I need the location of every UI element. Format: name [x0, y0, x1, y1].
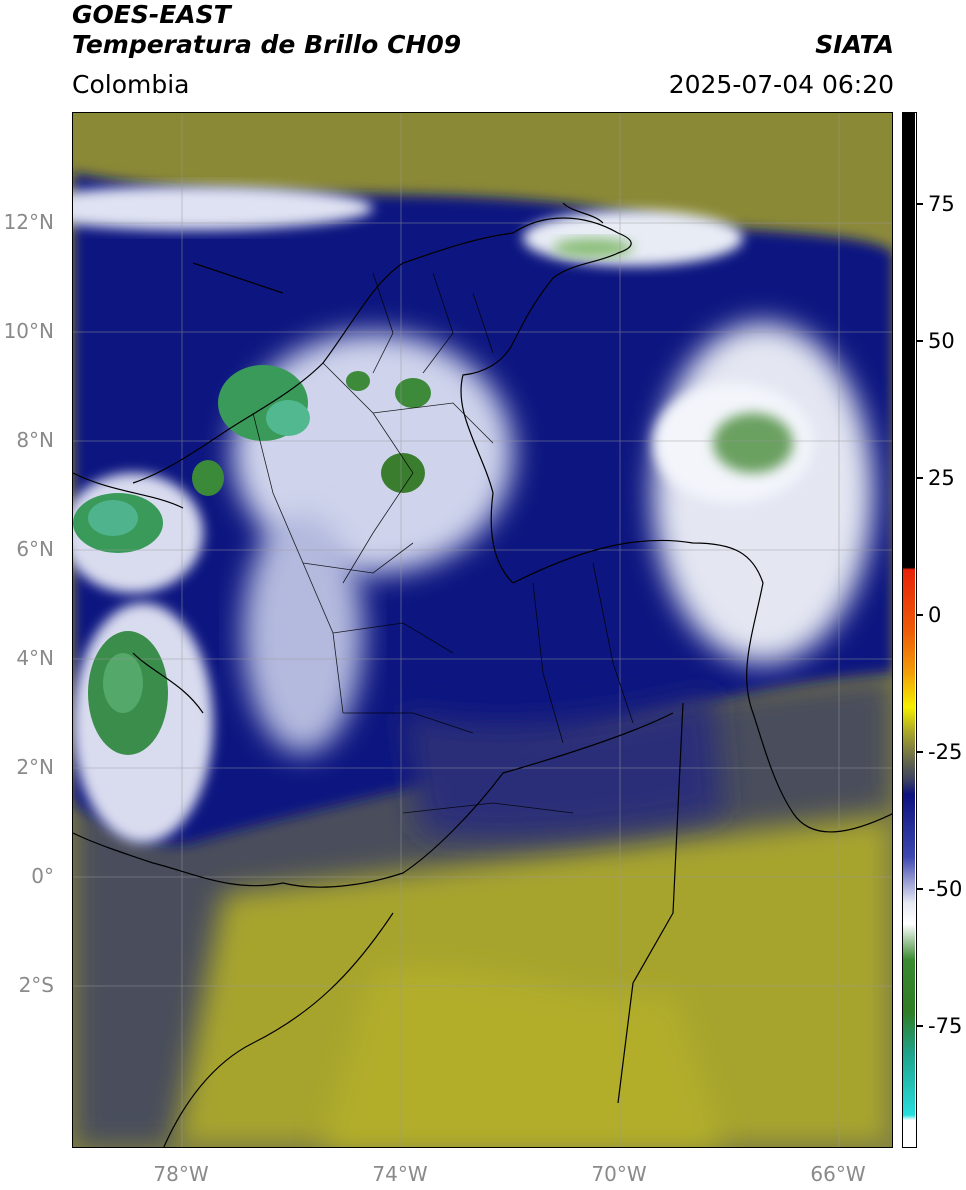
- region-label: Colombia: [72, 70, 190, 99]
- convective-core-9: [553, 238, 633, 258]
- lon-label-74w: 74°W: [372, 1162, 428, 1186]
- lat-label-2n: 2°N: [16, 755, 54, 779]
- lat-label-2s: 2°S: [18, 973, 54, 997]
- lat-label-6n: 6°N: [16, 537, 54, 561]
- lon-label-78w: 78°W: [153, 1162, 209, 1186]
- convective-core-4: [381, 453, 425, 493]
- colombia-ecuador-border: [73, 832, 284, 887]
- departments: [252, 272, 634, 814]
- cbar-label-neg25: -25: [928, 740, 963, 764]
- map-canvas: [73, 113, 892, 1147]
- convective-core-8: [713, 413, 793, 473]
- convective-core-6-inner: [88, 500, 138, 536]
- cbar-tick-neg50: [917, 888, 923, 890]
- lat-label-0: 0°: [31, 864, 54, 888]
- title-block: GOES-EAST Temperatura de Brillo CH09: [72, 0, 461, 60]
- south-yellow-region: [323, 968, 723, 1147]
- convective-core-3: [346, 371, 370, 391]
- coast-caribbean: [512, 217, 632, 344]
- cbar-label-50: 50: [928, 329, 955, 353]
- datetime-label: 2025-07-04 06:20: [668, 70, 894, 99]
- colorbar: [902, 112, 917, 1148]
- brazil-peru-border: [617, 702, 684, 1104]
- cbar-tick-0: [917, 614, 923, 616]
- lat-label-8n: 8°N: [16, 428, 54, 452]
- satellite-title: GOES-EAST: [72, 0, 231, 29]
- convective-core-5: [192, 460, 224, 496]
- cbar-tick-neg25: [917, 751, 923, 753]
- lat-label-12n: 12°N: [3, 210, 54, 234]
- navy-transition: [403, 693, 723, 837]
- satellite-map: [72, 112, 893, 1148]
- andes-cloud: [243, 513, 363, 753]
- colombia-brazil-peru-border: [282, 712, 674, 888]
- north-cloud-streak: [73, 186, 373, 230]
- cbar-tick-25: [917, 477, 923, 479]
- colombia-venezuela-border: [460, 342, 514, 584]
- convective-core-1-inner: [266, 400, 310, 436]
- cbar-label-0: 0: [928, 603, 942, 627]
- lon-label-66w: 66°W: [810, 1162, 866, 1186]
- cbar-tick-50: [917, 340, 923, 342]
- lat-label-10n: 10°N: [3, 319, 54, 343]
- lon-label-70w: 70°W: [591, 1162, 647, 1186]
- cbar-tick-75: [917, 203, 923, 205]
- lat-label-4n: 4°N: [16, 646, 54, 670]
- source-label: SIATA: [815, 30, 894, 59]
- cbar-label-neg75: -75: [928, 1014, 963, 1038]
- convective-core-2: [395, 378, 431, 408]
- product-title: Temperatura de Brillo CH09: [72, 30, 462, 59]
- colorbar-gradient: [903, 113, 915, 1146]
- cbar-tick-neg75: [917, 1025, 923, 1027]
- borders: [73, 202, 892, 1147]
- cbar-label-neg50: -50: [928, 877, 963, 901]
- convective-core-7-inner: [103, 653, 143, 713]
- graticule: [73, 113, 892, 1147]
- cbar-label-75: 75: [928, 192, 955, 216]
- cbar-label-25: 25: [928, 466, 955, 490]
